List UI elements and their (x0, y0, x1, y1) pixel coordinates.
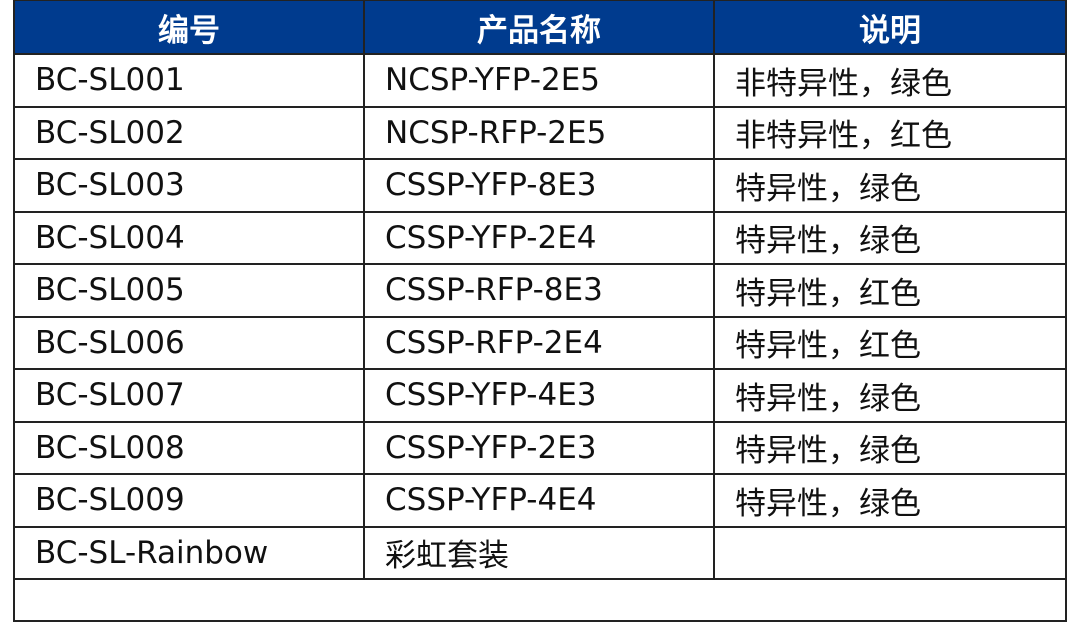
cell-product-name: CSSP-YFP-2E4 (363, 210, 715, 265)
cell-product-name: NCSP-YFP-2E5 (363, 53, 715, 108)
cell-product-name: CSSP-RFP-8E3 (363, 263, 715, 318)
table-row: BC-SL007 CSSP-YFP-4E3 特异性，绿色 (13, 368, 1067, 423)
cell-description: 特异性，绿色 (713, 368, 1067, 423)
cell-id: BC-SL001 (13, 53, 365, 108)
cell-id: BC-SL004 (13, 210, 365, 265)
table-row: BC-SL004 CSSP-YFP-2E4 特异性，绿色 (13, 210, 1067, 265)
cell-product-name: CSSP-YFP-2E3 (363, 420, 715, 475)
cell-description: 特异性，红色 (713, 263, 1067, 318)
cell-product-name: 彩虹套装 (363, 525, 715, 580)
header-description: 说明 (713, 0, 1067, 55)
table-row: BC-SL008 CSSP-YFP-2E3 特异性，绿色 (13, 420, 1067, 475)
table-row: BC-SL001 NCSP-YFP-2E5 非特异性，绿色 (13, 53, 1067, 108)
cell-product-name: CSSP-RFP-2E4 (363, 315, 715, 370)
cell-id: BC-SL005 (13, 263, 365, 318)
cell-id: BC-SL006 (13, 315, 365, 370)
table-row: BC-SL005 CSSP-RFP-8E3 特异性，红色 (13, 263, 1067, 318)
table-row: BC-SL002 NCSP-RFP-2E5 非特异性，红色 (13, 105, 1067, 160)
table-row: BC-SL009 CSSP-YFP-4E4 特异性，绿色 (13, 473, 1067, 528)
cell-product-name: CSSP-YFP-8E3 (363, 158, 715, 213)
cell-id: BC-SL-Rainbow (13, 525, 365, 580)
header-row: 编号 产品名称 说明 (13, 0, 1067, 55)
cell-id: BC-SL009 (13, 473, 365, 528)
cell-product-name: CSSP-YFP-4E3 (363, 368, 715, 423)
cell-description: 非特异性，绿色 (713, 53, 1067, 108)
cell-description: 特异性，绿色 (713, 210, 1067, 265)
cell-description: 非特异性，红色 (713, 105, 1067, 160)
cell-description: 特异性，绿色 (713, 420, 1067, 475)
cell-id: BC-SL008 (13, 420, 365, 475)
cell-description (713, 525, 1067, 580)
cell-id: BC-SL003 (13, 158, 365, 213)
header-product-name: 产品名称 (363, 0, 715, 55)
table-row: BC-SL006 CSSP-RFP-2E4 特异性，红色 (13, 315, 1067, 370)
cell-description: 特异性，绿色 (713, 158, 1067, 213)
cell-product-name: NCSP-RFP-2E5 (363, 105, 715, 160)
empty-merged-cell (13, 578, 1067, 622)
table-row: BC-SL-Rainbow 彩虹套装 (13, 525, 1067, 580)
cell-id: BC-SL002 (13, 105, 365, 160)
product-table: 编号 产品名称 说明 BC-SL001 NCSP-YFP-2E5 非特异性，绿色 BC… (13, 0, 1067, 622)
header-id: 编号 (13, 0, 365, 55)
cell-id: BC-SL007 (13, 368, 365, 423)
table-row: BC-SL003 CSSP-YFP-8E3 特异性，绿色 (13, 158, 1067, 213)
cell-description: 特异性，绿色 (713, 473, 1067, 528)
cell-product-name: CSSP-YFP-4E4 (363, 473, 715, 528)
cell-description: 特异性，红色 (713, 315, 1067, 370)
table-row-empty (13, 578, 1067, 622)
